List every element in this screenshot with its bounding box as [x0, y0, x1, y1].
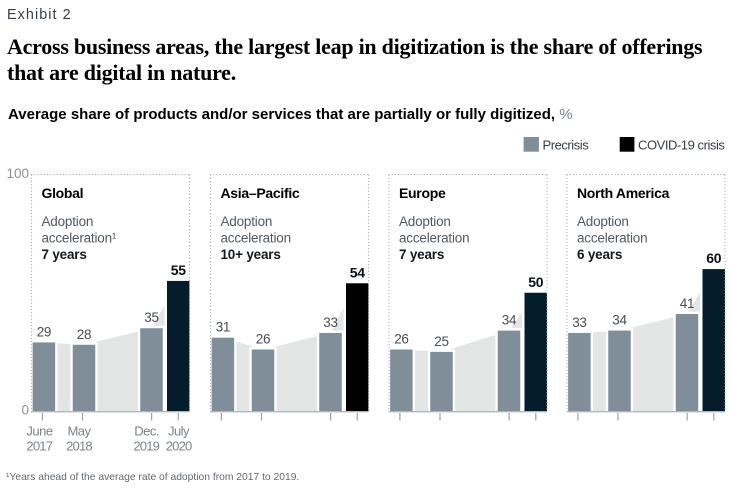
svg-text:acceleration: acceleration — [577, 231, 647, 246]
svg-text:29: 29 — [37, 324, 51, 339]
svg-text:July: July — [168, 424, 190, 439]
svg-text:100: 100 — [6, 166, 29, 181]
svg-text:acceleration: acceleration — [221, 231, 291, 246]
svg-text:6 years: 6 years — [577, 247, 622, 262]
svg-text:7 years: 7 years — [399, 247, 444, 262]
svg-text:10+ years: 10+ years — [221, 247, 281, 262]
svg-text:Adoption: Adoption — [221, 214, 273, 229]
svg-text:Adoption: Adoption — [399, 214, 451, 229]
svg-text:31: 31 — [216, 320, 230, 335]
svg-text:2019: 2019 — [133, 439, 159, 454]
svg-text:Precrisis: Precrisis — [543, 138, 590, 153]
svg-text:28: 28 — [77, 327, 91, 342]
svg-text:41: 41 — [680, 296, 694, 311]
svg-text:2018: 2018 — [66, 439, 92, 454]
svg-text:May: May — [67, 424, 91, 439]
svg-text:35: 35 — [144, 310, 158, 325]
svg-text:33: 33 — [323, 315, 337, 330]
svg-text:COVID-19 crisis: COVID-19 crisis — [638, 138, 725, 153]
svg-text:Asia–Pacific: Asia–Pacific — [221, 185, 300, 201]
svg-text:25: 25 — [434, 334, 448, 349]
svg-text:60: 60 — [706, 250, 721, 266]
svg-text:Global: Global — [42, 185, 84, 201]
svg-text:7 years: 7 years — [42, 247, 87, 262]
svg-text:acceleration¹: acceleration¹ — [42, 231, 117, 246]
svg-text:2020: 2020 — [166, 439, 192, 454]
svg-text:Adoption: Adoption — [42, 214, 94, 229]
svg-text:34: 34 — [612, 313, 627, 328]
svg-text:26: 26 — [256, 332, 270, 347]
svg-text:acceleration: acceleration — [399, 231, 469, 246]
svg-text:2017: 2017 — [26, 439, 52, 454]
svg-text:50: 50 — [528, 274, 543, 290]
svg-text:0: 0 — [21, 403, 29, 418]
svg-text:Dec.: Dec. — [134, 424, 159, 439]
svg-text:June: June — [26, 424, 52, 439]
svg-text:26: 26 — [394, 332, 408, 347]
svg-text:33: 33 — [572, 315, 586, 330]
svg-text:North America: North America — [577, 185, 670, 201]
svg-text:Adoption: Adoption — [577, 214, 629, 229]
svg-text:54: 54 — [350, 264, 365, 280]
svg-text:55: 55 — [171, 262, 186, 278]
svg-text:34: 34 — [502, 313, 517, 328]
svg-text:Europe: Europe — [399, 185, 446, 201]
